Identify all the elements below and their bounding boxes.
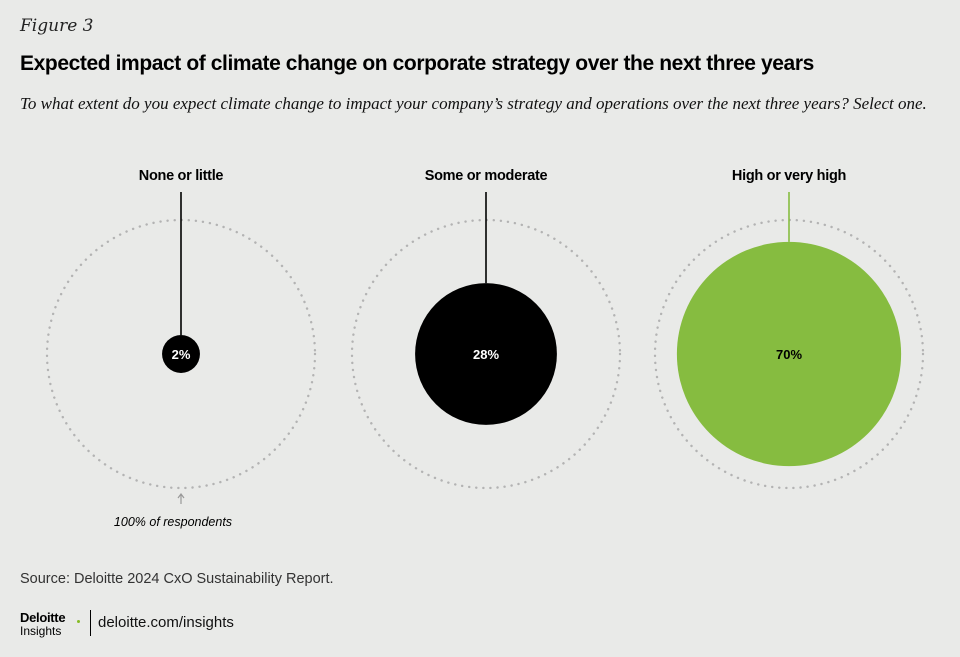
site-link[interactable]: deloitte.com/insights: [98, 614, 234, 631]
bubble-high-or-very-high: [676, 241, 902, 467]
total-label: 100% of respondents: [114, 515, 232, 529]
value-label-high-or-very-high: 70%: [776, 347, 802, 362]
chart-subtitle: To what extent do you expect climate cha…: [20, 94, 927, 113]
chart-title: Expected impact of climate change on cor…: [20, 52, 814, 75]
up-arrow-icon: [177, 493, 185, 504]
bubble-some-or-moderate: [415, 283, 557, 425]
figure-label: Figure 3: [20, 16, 94, 36]
value-label-none-or-little: 2%: [172, 347, 191, 362]
value-label-some-or-moderate: 28%: [473, 347, 499, 362]
source-note: Source: Deloitte 2024 CxO Sustainability…: [20, 571, 334, 587]
insights-logo-text: Insights: [20, 624, 62, 638]
logo-dot-icon: [77, 620, 80, 623]
bubble-none-or-little: [162, 335, 200, 373]
bubble-chart: None or little 2% Some or moderate 28% High …: [45, 168, 925, 529]
category-label-none-or-little: None or little: [139, 168, 224, 184]
deloitte-logo: Deloitte: [20, 610, 66, 625]
footer-divider: [90, 610, 91, 636]
category-label-high-or-very-high: High or very high: [732, 168, 846, 184]
category-label-some-or-moderate: Some or moderate: [425, 168, 548, 184]
